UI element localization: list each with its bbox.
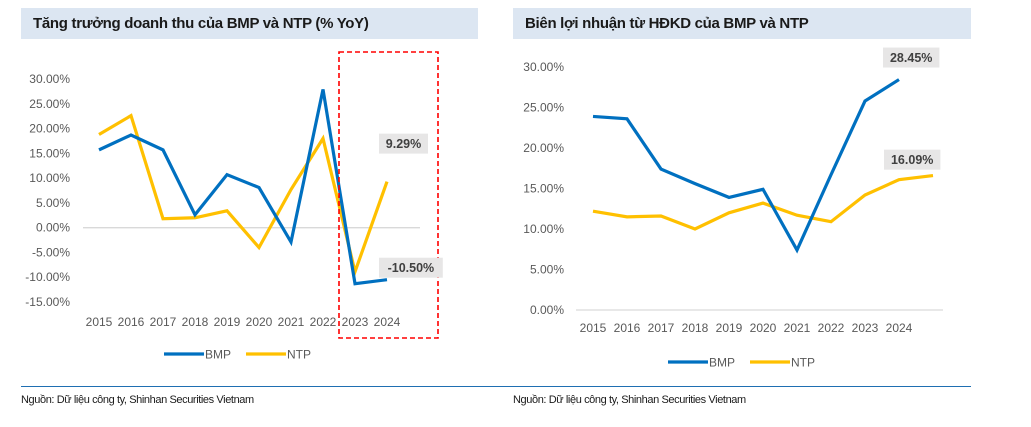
x-tick-label: 2020	[246, 315, 273, 329]
data-label-ntp: 9.29%	[379, 133, 428, 154]
y-axis: 30.00% 25.00% 20.00% 15.00% 10.00% 5.00% 0.00%…	[25, 72, 70, 309]
x-tick-label: 2023	[342, 315, 369, 329]
y-tick-label: 20.00%	[29, 122, 70, 136]
legend-label-bmp: BMP	[205, 348, 231, 362]
y-tick-label: 10.00%	[29, 171, 70, 185]
y-tick-label: 20.00%	[523, 141, 564, 155]
y-tick-label: 25.00%	[29, 97, 70, 111]
y-tick-label: 30.00%	[523, 60, 564, 74]
y-tick-label: -5.00%	[32, 245, 70, 259]
x-tick-label: 2017	[150, 315, 177, 329]
x-axis: 2015 2016 2017 2018 2019 2020 2021 2022 2023 2024	[580, 321, 913, 335]
y-tick-label: 15.00%	[29, 146, 70, 160]
x-axis: 2015 2016 2017 2018 2019 2020 2021 2022 2023 2024	[86, 315, 401, 329]
source-note: Nguồn: Dữ liệu công ty, Shinhan Securiti…	[21, 394, 254, 406]
data-label-box	[883, 47, 940, 68]
chart-title: Tăng trưởng doanh thu của BMP và NTP (% …	[33, 15, 369, 32]
data-label-bmp: 28.45%	[883, 47, 940, 68]
data-label-text: 16.09%	[891, 153, 933, 167]
legend: BMP NTP	[668, 356, 815, 370]
x-tick-label: 2024	[374, 315, 401, 329]
data-label-box	[884, 149, 941, 170]
y-tick-label: -15.00%	[25, 295, 70, 309]
data-label-box	[379, 257, 443, 278]
data-label-text: -10.50%	[388, 261, 435, 275]
x-tick-label: 2015	[580, 321, 607, 335]
x-tick-label: 2016	[614, 321, 641, 335]
source-note: Nguồn: Dữ liệu công ty, Shinhan Securiti…	[513, 394, 746, 406]
x-tick-label: 2021	[278, 315, 305, 329]
chart-title: Biên lợi nhuận từ HĐKD của BMP và NTP	[525, 15, 809, 32]
legend-label-ntp: NTP	[791, 356, 815, 370]
data-label-text: 9.29%	[386, 137, 421, 151]
legend-label-bmp: BMP	[709, 356, 735, 370]
data-label-ntp: 16.09%	[884, 149, 941, 170]
x-tick-label: 2016	[118, 315, 145, 329]
revenue-growth-chart: 30.00% 25.00% 20.00% 15.00% 10.00% 5.00% 0.00%…	[25, 51, 443, 362]
legend: BMP NTP	[164, 348, 311, 362]
data-label-bmp: -10.50%	[379, 257, 443, 278]
y-tick-label: -10.00%	[25, 270, 70, 284]
x-tick-label: 2022	[818, 321, 845, 335]
y-tick-label: 5.00%	[530, 263, 564, 277]
chart-title-bar: Tăng trưởng doanh thu của BMP và NTP (% …	[21, 8, 478, 39]
operating-margin-panel: Biên lợi nhuận từ HĐKD của BMP và NTP 30…	[500, 0, 1031, 427]
y-tick-label: 25.00%	[523, 101, 564, 115]
x-tick-label: 2020	[750, 321, 777, 335]
y-axis: 30.00% 25.00% 20.00% 15.00% 10.00% 5.00% 0.00%	[523, 60, 564, 317]
series-line-bmp	[592, 78, 900, 254]
x-tick-label: 2024	[886, 321, 913, 335]
series-line-bmp	[98, 89, 388, 286]
operating-margin-chart: 30.00% 25.00% 20.00% 15.00% 10.00% 5.00% 0.00%…	[523, 47, 943, 370]
y-tick-label: 15.00%	[523, 182, 564, 196]
chart-title-bar: Biên lợi nhuận từ HĐKD của BMP và NTP	[513, 8, 971, 39]
source-divider	[21, 386, 515, 387]
x-tick-label: 2022	[310, 315, 337, 329]
source-divider	[500, 386, 971, 387]
x-tick-label: 2019	[716, 321, 743, 335]
legend-label-ntp: NTP	[287, 348, 311, 362]
y-tick-label: 10.00%	[523, 222, 564, 236]
x-tick-label: 2017	[648, 321, 675, 335]
x-tick-label: 2021	[784, 321, 811, 335]
x-tick-label: 2015	[86, 315, 113, 329]
x-tick-label: 2019	[214, 315, 241, 329]
y-tick-label: 0.00%	[36, 221, 70, 235]
revenue-growth-panel: Tăng trưởng doanh thu của BMP và NTP (% …	[0, 0, 515, 427]
y-tick-label: 0.00%	[530, 303, 564, 317]
data-label-box	[379, 133, 428, 154]
highlight-box	[338, 51, 439, 339]
series-line-ntp	[592, 173, 934, 231]
x-tick-label: 2023	[852, 321, 879, 335]
y-tick-label: 5.00%	[36, 196, 70, 210]
data-label-text: 28.45%	[890, 51, 932, 65]
x-tick-label: 2018	[182, 315, 209, 329]
x-tick-label: 2018	[682, 321, 709, 335]
y-tick-label: 30.00%	[29, 72, 70, 86]
